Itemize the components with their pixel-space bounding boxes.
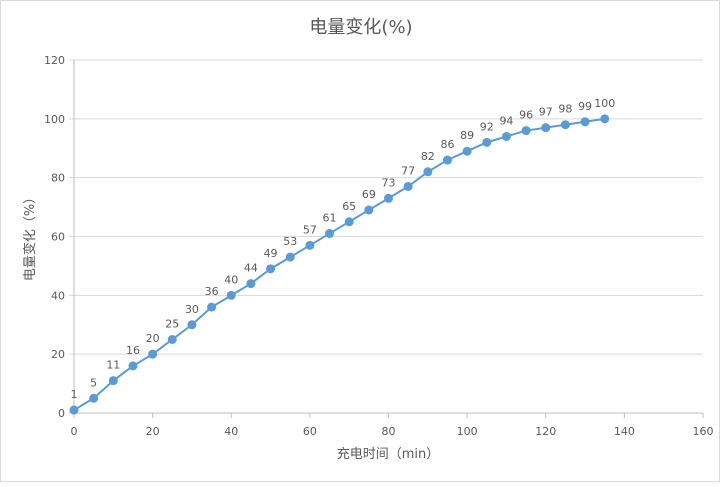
- x-tick-label: 40: [224, 425, 238, 438]
- data-label: 94: [499, 114, 513, 127]
- data-point: [442, 155, 452, 165]
- data-point: [384, 193, 393, 203]
- x-tick-label: 100: [457, 425, 478, 438]
- data-point: [285, 252, 295, 262]
- y-tick-label: 120: [44, 54, 65, 67]
- data-point: [305, 240, 315, 250]
- data-point: [521, 126, 531, 136]
- x-tick-label: 140: [614, 425, 635, 438]
- data-label: 25: [165, 317, 179, 330]
- y-tick-label: 40: [51, 289, 65, 302]
- data-label: 77: [401, 164, 415, 177]
- data-label: 1: [71, 388, 78, 401]
- data-label: 92: [480, 120, 494, 133]
- data-label: 96: [519, 109, 533, 122]
- data-label: 44: [244, 262, 258, 275]
- data-point: [69, 405, 79, 415]
- series-line: [73, 117, 605, 411]
- data-label: 99: [578, 100, 592, 113]
- data-label: 100: [594, 97, 615, 110]
- y-tick-label: 60: [51, 231, 65, 244]
- data-point: [207, 302, 217, 312]
- data-point: [167, 334, 177, 344]
- data-label: 69: [362, 188, 376, 201]
- data-point: [482, 137, 492, 147]
- data-label: 89: [460, 129, 474, 142]
- data-label: 30: [185, 303, 199, 316]
- data-point: [148, 349, 158, 359]
- data-point: [325, 229, 335, 239]
- data-label: 16: [126, 344, 140, 357]
- data-label: 97: [539, 106, 553, 119]
- y-tick-label: 80: [51, 172, 65, 185]
- data-label: 20: [146, 332, 160, 345]
- data-point: [128, 361, 138, 371]
- data-point: [600, 114, 610, 124]
- data-label: 11: [106, 359, 120, 372]
- data-label: 40: [224, 273, 238, 286]
- data-point: [344, 217, 354, 227]
- data-label: 86: [440, 138, 454, 151]
- data-point: [266, 264, 276, 274]
- data-point: [403, 181, 413, 191]
- x-tick-label: 20: [146, 425, 160, 438]
- data-label: 82: [421, 150, 435, 163]
- data-point: [89, 393, 99, 403]
- data-label: 36: [205, 285, 219, 298]
- x-tick-label: 60: [303, 425, 317, 438]
- data-point: [501, 131, 511, 141]
- x-tick-label: 160: [693, 425, 714, 438]
- data-point: [560, 120, 570, 130]
- data-label: 49: [264, 247, 278, 260]
- data-label: 73: [382, 176, 396, 189]
- y-axis-label: 电量变化（%）: [22, 191, 38, 281]
- data-point: [580, 117, 590, 127]
- data-point: [423, 167, 433, 177]
- x-axis-label: 充电时间（min）: [337, 446, 440, 462]
- chart-title: 电量变化(%): [309, 17, 412, 38]
- data-point: [246, 279, 256, 289]
- data-label: 57: [303, 223, 317, 236]
- x-tick-label: 120: [535, 425, 556, 438]
- x-tick-label: 0: [71, 425, 78, 438]
- data-label: 5: [90, 376, 97, 389]
- data-label: 65: [342, 200, 356, 213]
- data-point: [187, 320, 197, 330]
- data-label: 98: [558, 103, 572, 116]
- data-label: 61: [323, 212, 337, 225]
- data-point: [541, 123, 551, 133]
- y-tick-label: 0: [58, 407, 65, 420]
- data-label: 53: [283, 235, 297, 248]
- data-point: [364, 205, 374, 215]
- data-point: [462, 146, 472, 156]
- data-point: [108, 376, 118, 386]
- data-point: [226, 290, 236, 300]
- y-tick-label: 20: [51, 348, 65, 361]
- x-tick-label: 80: [382, 425, 396, 438]
- y-tick-label: 100: [44, 113, 65, 126]
